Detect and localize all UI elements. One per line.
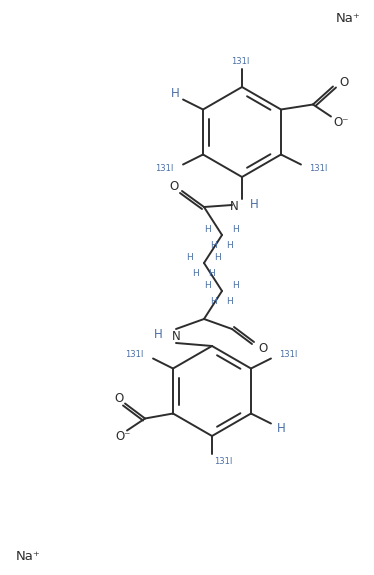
Text: 131I: 131I: [155, 164, 174, 173]
Text: H: H: [171, 87, 180, 100]
Text: N: N: [230, 201, 238, 213]
Text: Na⁺: Na⁺: [16, 550, 40, 562]
Text: H: H: [205, 225, 211, 235]
Text: 131I: 131I: [231, 56, 249, 66]
Text: 131I: 131I: [214, 458, 232, 466]
Text: O: O: [169, 181, 179, 194]
Text: H: H: [205, 282, 211, 290]
Text: 131I: 131I: [279, 350, 297, 359]
Text: O: O: [339, 76, 348, 89]
Text: O⁻: O⁻: [115, 430, 131, 443]
Text: H: H: [193, 269, 199, 278]
Text: H: H: [211, 240, 217, 250]
Text: H: H: [211, 297, 217, 305]
Text: H: H: [233, 225, 239, 235]
Text: Na⁺: Na⁺: [335, 12, 361, 25]
Text: H: H: [249, 198, 258, 212]
Text: H: H: [209, 269, 215, 278]
Text: N: N: [172, 331, 180, 343]
Text: H: H: [227, 240, 233, 250]
Text: 131I: 131I: [125, 350, 143, 359]
Text: 131I: 131I: [309, 164, 327, 173]
Text: H: H: [215, 254, 221, 263]
Text: H: H: [154, 328, 162, 340]
Text: H: H: [233, 282, 239, 290]
Text: O: O: [258, 343, 267, 355]
Text: O⁻: O⁻: [333, 116, 349, 129]
Text: H: H: [277, 422, 286, 435]
Text: H: H: [227, 297, 233, 305]
Text: O: O: [114, 392, 124, 405]
Text: H: H: [187, 254, 193, 263]
